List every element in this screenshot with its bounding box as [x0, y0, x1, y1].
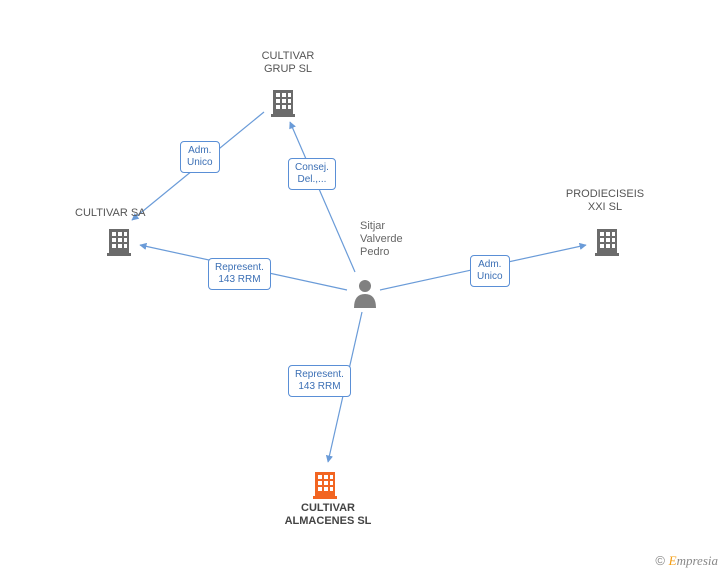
person-label: Sitjar Valverde Pedro: [360, 220, 403, 260]
person-icon[interactable]: [352, 278, 378, 308]
building-icon[interactable]: [267, 86, 299, 118]
node-label-cultivar-grup: CULTIVAR GRUP SL: [248, 50, 328, 76]
edge-label: Represent. 143 RRM: [288, 365, 351, 397]
node-label-cultivar-sa: CULTIVAR SA: [75, 207, 146, 220]
node-label-cultivar-almacenes: CULTIVAR ALMACENES SL: [278, 502, 378, 528]
node-label-prodieciseis: PRODIECISEIS XXI SL: [560, 188, 650, 214]
building-icon[interactable]: [103, 225, 135, 257]
edge-label: Adm. Unico: [180, 141, 220, 173]
building-icon[interactable]: [591, 225, 623, 257]
building-icon-highlight[interactable]: [309, 468, 341, 500]
watermark: © Empresia: [655, 553, 718, 569]
edge-label: Represent. 143 RRM: [208, 258, 271, 290]
copyright-symbol: ©: [655, 553, 665, 568]
edge-label: Consej. Del.,...: [288, 158, 336, 190]
brand-rest: mpresia: [677, 553, 718, 568]
diagram-canvas: CULTIVAR GRUP SL CULTIVAR SA: [0, 0, 728, 575]
brand-first-letter: E: [669, 553, 677, 568]
edge-line: [290, 122, 355, 272]
edge-label: Adm. Unico: [470, 255, 510, 287]
